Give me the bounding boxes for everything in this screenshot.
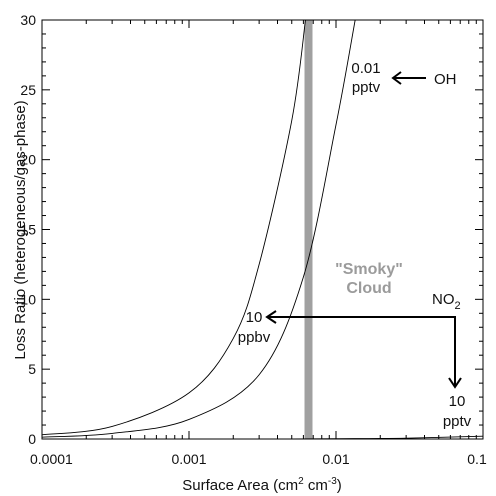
series-line-2: [42, 20, 356, 438]
oh-value-unit: pptv: [352, 79, 381, 96]
series-line-1: [42, 20, 306, 436]
oh-arrow-head: [391, 71, 402, 85]
y-tick-label: 15: [20, 222, 36, 238]
series-layer: [42, 20, 483, 439]
no2-arrow-left-head: [265, 310, 277, 324]
x-tick-label: 0.1: [467, 451, 487, 467]
plot-frame: [41, 19, 484, 440]
x-axis-title: Surface Area (cm2 cm-3): [182, 476, 342, 494]
smoky-cloud-band: [304, 20, 313, 439]
y-tick-label: 0: [28, 431, 36, 447]
tick-layer: 0.0001 0.001 0.01 0.1 0 5 10 15 20 25 30: [20, 12, 487, 467]
x-tick-label: 0.01: [322, 451, 349, 467]
smoky-cloud-label-line2: Cloud: [346, 280, 391, 297]
no2-arrow-down-head: [448, 377, 462, 389]
y-tick-label: 10: [20, 291, 36, 307]
no2-down-value: 10: [449, 393, 466, 410]
y-tick-label: 25: [20, 82, 36, 98]
y-tick-label: 20: [20, 152, 36, 168]
oh-label: OH: [434, 71, 457, 88]
no2-down-unit: pptv: [443, 413, 472, 430]
smoky-cloud-label-line1: "Smoky": [335, 261, 403, 278]
y-tick-label: 30: [20, 12, 36, 28]
y-axis-title: Loss Ratio (heterogeneous/gas-phase): [12, 100, 29, 359]
y-tick-label: 5: [28, 361, 36, 377]
no2-left-value: 10: [246, 309, 263, 326]
oh-value-label: 0.01: [351, 60, 380, 77]
no2-label: NO2: [432, 291, 461, 312]
x-tick-label: 0.0001: [30, 451, 73, 467]
no2-left-unit: ppbv: [238, 329, 271, 346]
x-tick-label: 0.001: [171, 451, 206, 467]
